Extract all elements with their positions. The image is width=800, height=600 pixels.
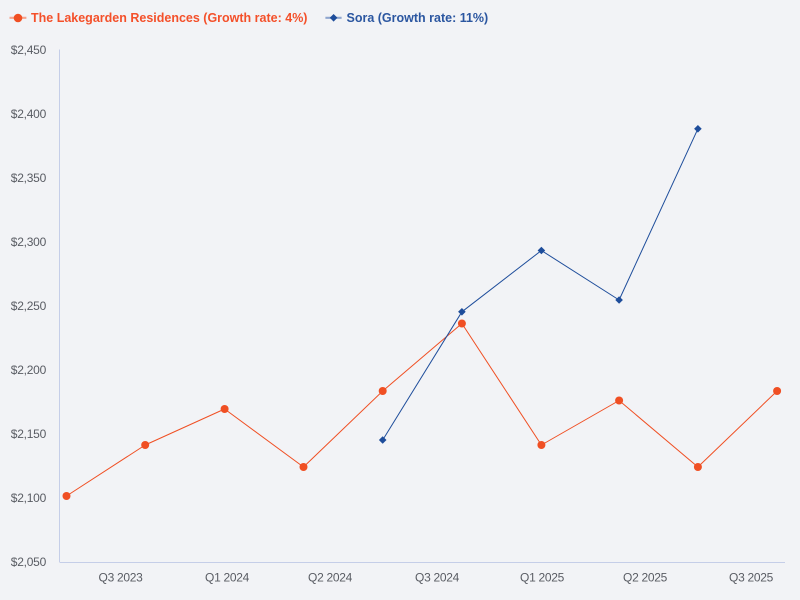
svg-text:$2,300: $2,300	[11, 235, 47, 249]
svg-text:Q1 2025: Q1 2025	[520, 571, 565, 585]
svg-text:Q2 2025: Q2 2025	[623, 571, 668, 585]
svg-text:$2,400: $2,400	[11, 107, 47, 121]
svg-text:$2,200: $2,200	[11, 363, 47, 377]
svg-text:Q3 2025: Q3 2025	[729, 571, 774, 585]
svg-text:Q3 2023: Q3 2023	[99, 571, 144, 585]
svg-text:$2,050: $2,050	[11, 555, 47, 569]
svg-text:Q3 2024: Q3 2024	[415, 571, 460, 585]
svg-text:Q1 2024: Q1 2024	[205, 571, 250, 585]
svg-text:Q2 2024: Q2 2024	[308, 571, 353, 585]
svg-text:$2,450: $2,450	[11, 43, 47, 57]
svg-text:$2,100: $2,100	[11, 491, 47, 505]
svg-text:Sora (Growth rate: 11%): Sora (Growth rate: 11%)	[347, 11, 489, 25]
svg-text:$2,350: $2,350	[11, 171, 47, 185]
svg-text:$2,250: $2,250	[11, 299, 47, 313]
svg-text:The Lakegarden Residences (Gro: The Lakegarden Residences (Growth rate: …	[31, 11, 307, 25]
svg-text:$2,150: $2,150	[11, 427, 47, 441]
